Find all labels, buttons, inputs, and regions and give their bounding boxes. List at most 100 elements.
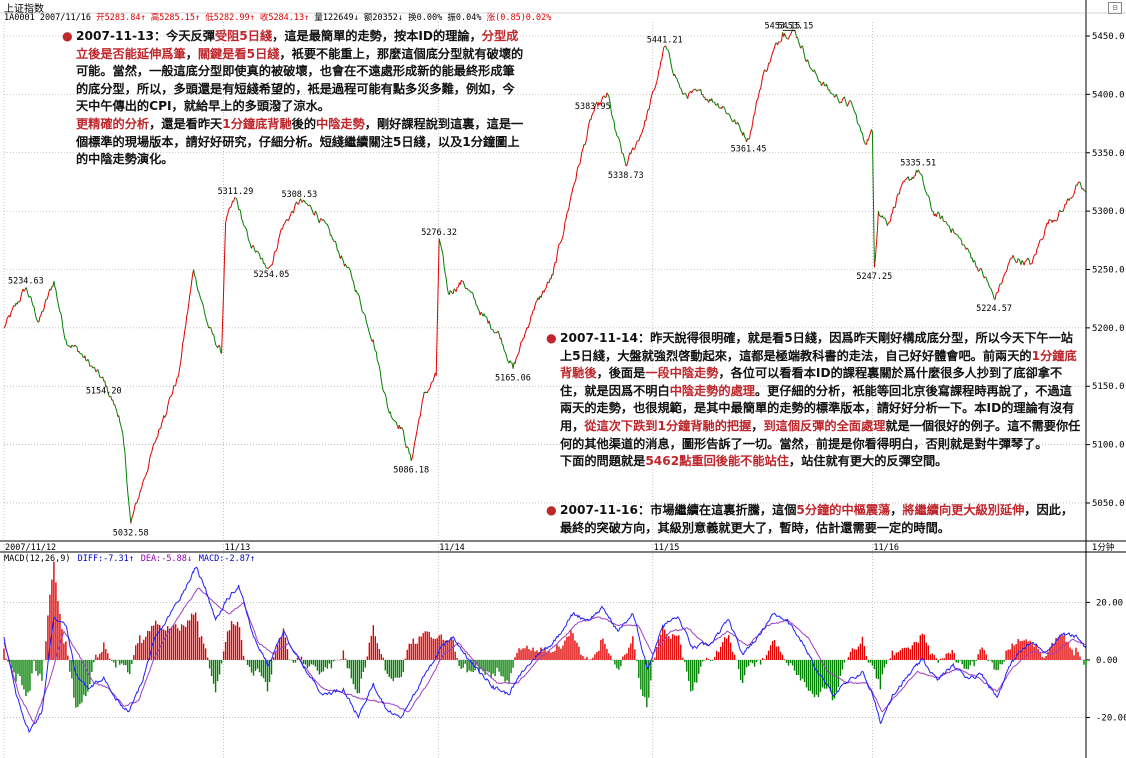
price-line [826, 83, 829, 91]
price-line [81, 353, 85, 359]
price-line [213, 334, 219, 349]
annotation-text: 2007-11-13：今天反彈 [76, 29, 215, 43]
price-line [963, 244, 967, 250]
price-line [1029, 222, 1048, 265]
annotation-text: 2007-11-16：市場繼續在這裏折騰，這個 [560, 503, 797, 517]
price-line [748, 69, 766, 140]
price-line [426, 372, 436, 394]
price-line [347, 266, 356, 292]
price-line [50, 286, 53, 291]
price-line [540, 290, 544, 298]
price-line [87, 359, 91, 367]
price-line [843, 96, 848, 107]
price-line [722, 105, 728, 115]
price-line [3, 315, 10, 329]
annotation-2007-11-14: ● 2007-11-14：昨天說得很明確，就是看5日綫，因爲昨天剛好構成底分型，所… [546, 330, 1083, 471]
price-line [471, 292, 481, 316]
price-line [548, 278, 551, 284]
price-line [865, 139, 868, 145]
price-line [160, 415, 165, 429]
price-line [495, 330, 499, 334]
price-line [633, 140, 639, 151]
price-line [555, 144, 585, 264]
price-line [907, 176, 910, 181]
maximize-button[interactable]: ⊟ [1108, 2, 1122, 14]
annotation-text: 後的 [291, 116, 317, 131]
price-line [823, 81, 826, 87]
price-line [903, 176, 909, 183]
x-tick-label: 2007/11/12 [5, 543, 56, 553]
price-line [912, 170, 917, 179]
price-line [802, 45, 807, 63]
quote-item: 低5282.99↑ [200, 13, 255, 23]
price-label: 5247.25 [856, 272, 892, 282]
price-line [25, 287, 30, 298]
price-line [452, 288, 455, 294]
price-line [1054, 219, 1057, 222]
price-line [766, 63, 770, 72]
price-line [92, 366, 95, 369]
annotation-2007-11-13: ● 2007-11-13：今天反彈受阻5日綫，這是最簡單的走勢，按本ID的理論，分… [62, 28, 524, 169]
price-line [462, 281, 467, 290]
y-tick-label: 5450.0 [1092, 32, 1125, 42]
price-line [788, 29, 793, 40]
price-label: 5311.29 [218, 187, 254, 197]
price-line [406, 446, 412, 461]
price-line [500, 337, 510, 364]
highlight-text: 1分鐘底背馳 [222, 116, 292, 131]
price-line [873, 211, 879, 268]
price-line [746, 138, 749, 142]
price-line [702, 94, 705, 98]
price-line [841, 96, 845, 104]
price-line [994, 283, 1001, 300]
price-line [239, 209, 252, 249]
highlight-text: 中陰走勢 [316, 116, 365, 131]
price-line [318, 218, 322, 224]
price-line [221, 200, 234, 354]
bullet-dot: ● [546, 331, 557, 345]
price-line [46, 288, 51, 300]
price-line [106, 385, 111, 398]
price-line [210, 327, 214, 335]
price-line [717, 103, 721, 109]
price-line [727, 113, 734, 123]
annotation-text: ， [185, 46, 198, 61]
highlight-text: 分型成立後是否能延伸爲筆 [76, 29, 519, 61]
price-line [870, 129, 875, 268]
price-line [984, 276, 996, 300]
quote-item: 换0.00% [403, 13, 443, 23]
price-line [110, 396, 113, 401]
price-line [514, 327, 528, 364]
macd-legend-item: DIFF:-7.31↑ [78, 554, 134, 564]
price-line [114, 404, 119, 417]
price-line [599, 95, 605, 106]
price-line [648, 45, 667, 111]
price-line [303, 199, 309, 207]
price-label: 5234.63 [8, 276, 44, 286]
price-line [337, 250, 341, 259]
highlight-text: 5分鐘的中樞震蕩 [796, 503, 891, 517]
price-line [488, 320, 496, 334]
price-label: 5254.05 [254, 270, 290, 280]
price-line [794, 29, 797, 38]
price-line [423, 391, 426, 394]
annotation-text: ， [890, 503, 903, 517]
y-tick-label: 5050.0 [1092, 499, 1125, 509]
price-line [1062, 203, 1066, 212]
price-line [807, 59, 814, 72]
bullet-dot: ● [62, 29, 73, 43]
price-line [260, 257, 262, 260]
price-line [457, 282, 460, 288]
price-line [1065, 198, 1069, 205]
price-line [777, 41, 780, 46]
annotation-text: 2007-11-14：昨天說得很明確，就是看5日綫，因爲昨天剛好構成底分型，所以… [560, 331, 1073, 363]
price-line [884, 217, 888, 226]
price-line [344, 263, 348, 269]
price-line [797, 37, 801, 49]
price-line [935, 211, 939, 217]
quote-item: 开5283.84↑ [96, 13, 146, 23]
price-line [261, 257, 264, 264]
quote-item: 振0.04% [442, 13, 482, 23]
price-line [448, 290, 451, 295]
